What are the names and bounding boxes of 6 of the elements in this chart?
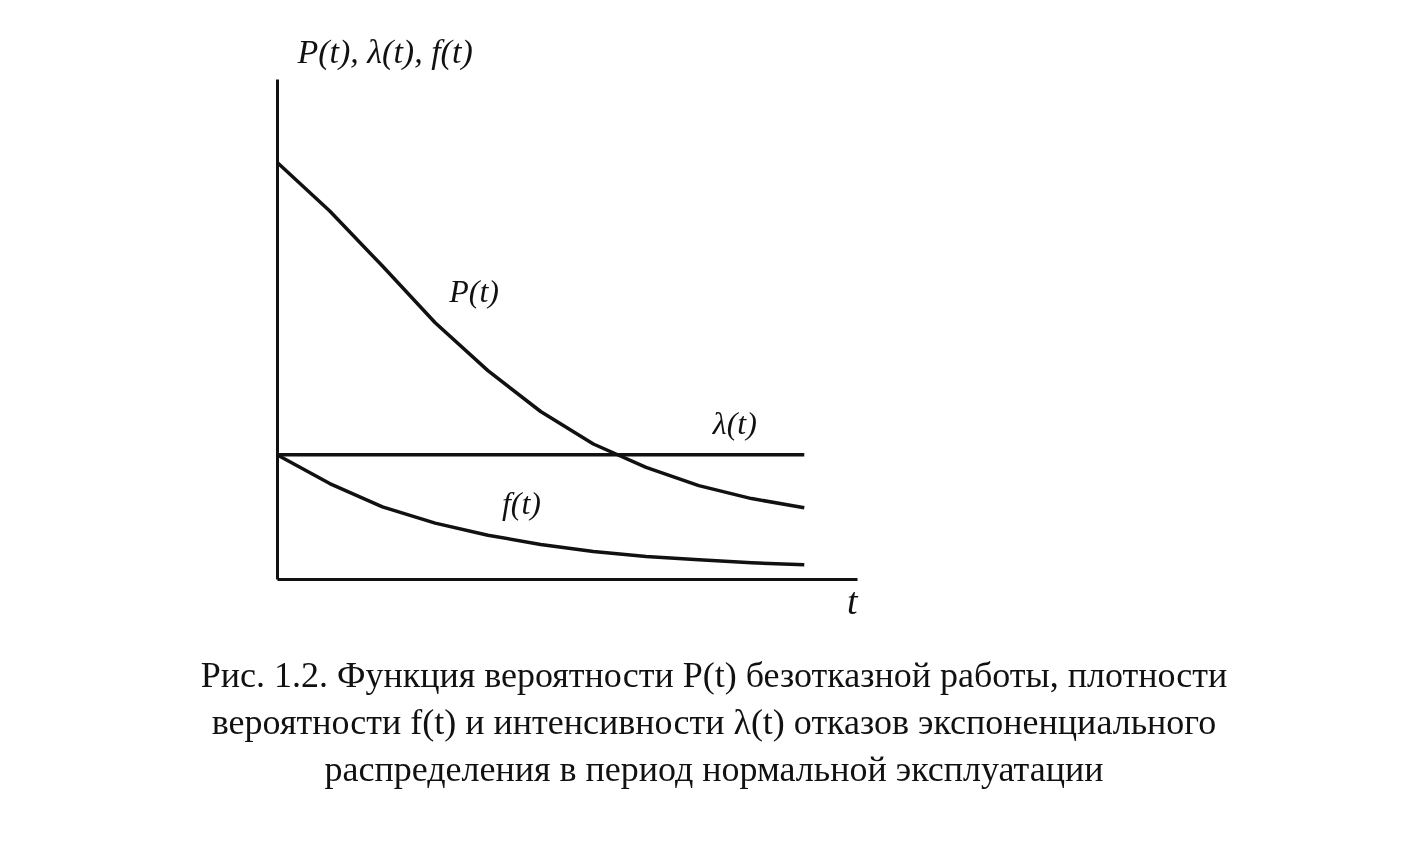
series-label: P(t)	[448, 272, 499, 309]
text: Рис. 1.2. Функция вероятности P(t) безотказной работы, плотности вероятности f(t) и интенсивности λ(t) отказов экспоненциального распределения в период нормальной эксплуатации	[199, 654, 1229, 791]
y-axis-title: P(t), λ(t), f(t)	[296, 32, 473, 71]
series-label: f(t)	[501, 485, 541, 522]
series-label: λ(t)	[711, 404, 757, 441]
x-axis-title: t	[846, 579, 859, 622]
